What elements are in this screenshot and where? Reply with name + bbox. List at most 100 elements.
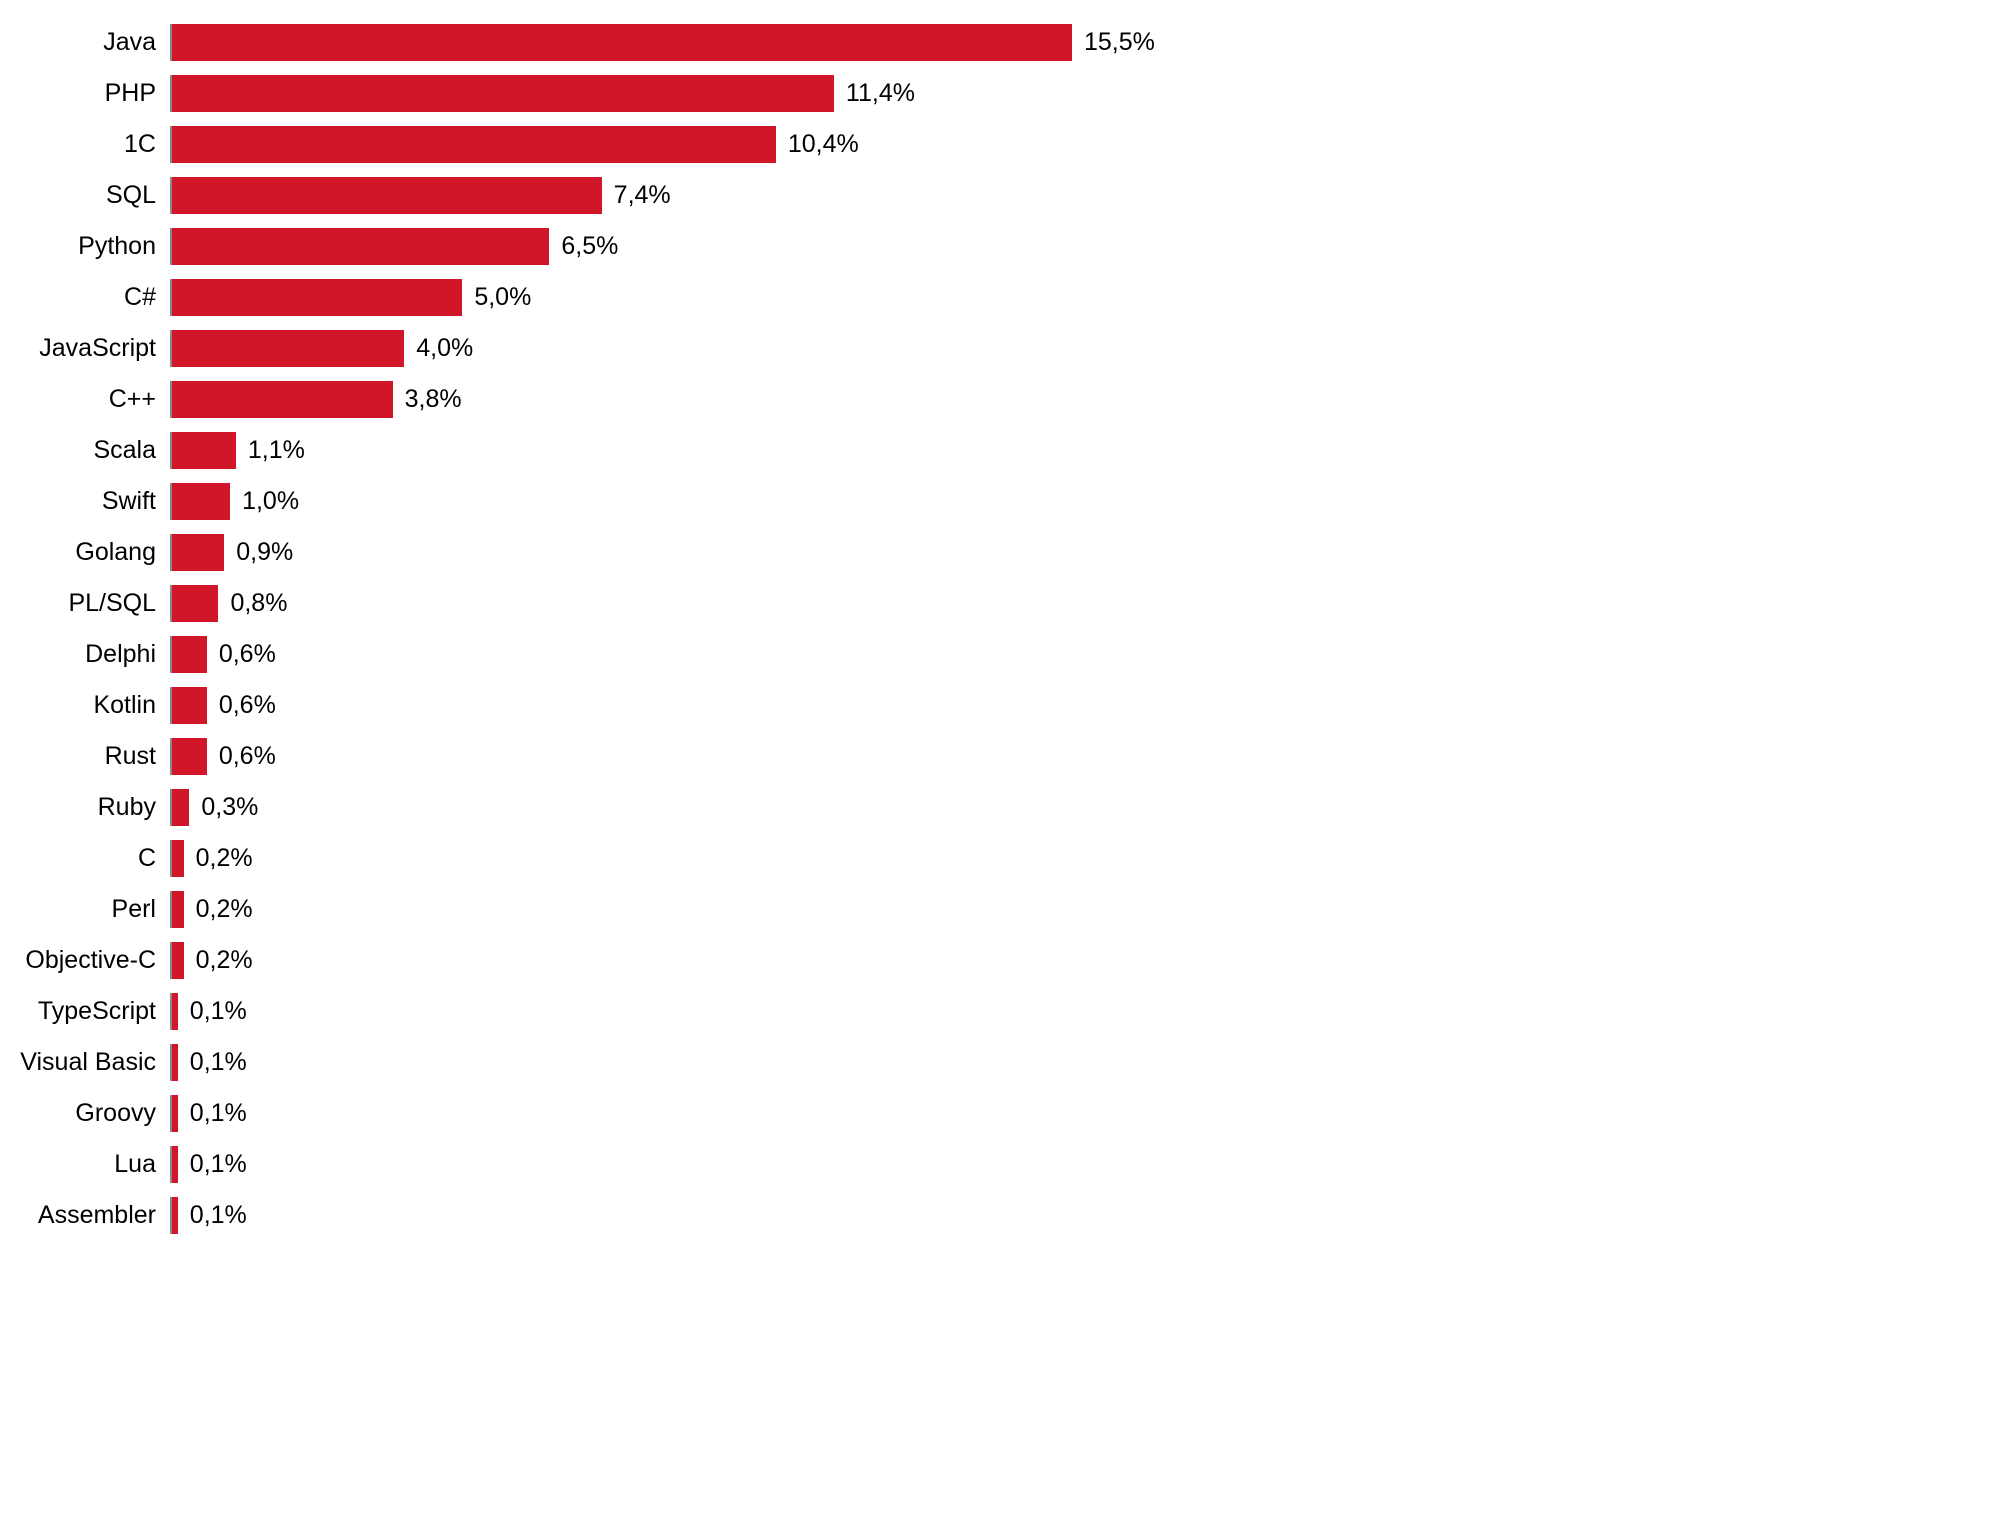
chart-bar [172,534,224,571]
chart-bar [172,483,230,520]
chart-category-label: Java [20,28,170,57]
chart-bar [172,24,1072,61]
chart-bar-cell: 10,4% [170,126,859,163]
chart-row: Swift 1,0% [20,483,1910,520]
chart-bar [172,177,602,214]
chart-value-label: 10,4% [776,130,859,159]
chart-bar-cell: 0,2% [170,942,253,979]
chart-row: Assembler 0,1% [20,1197,1910,1234]
chart-bar [172,126,776,163]
chart-row: Scala1,1% [20,432,1910,469]
chart-value-label: 0,8% [218,589,287,618]
chart-bar [172,381,393,418]
chart-category-label: Ruby [20,793,170,822]
chart-category-label: C [20,844,170,873]
chart-bar-cell: 0,2% [170,891,253,928]
chart-category-label: Lua [20,1150,170,1179]
chart-bar [172,789,189,826]
chart-bar [172,891,184,928]
chart-value-label: 15,5% [1072,28,1155,57]
chart-category-label: TypeScript [20,997,170,1026]
chart-row: C# 5,0% [20,279,1910,316]
chart-value-label: 0,2% [184,895,253,924]
chart-row: SQL7,4% [20,177,1910,214]
chart-category-label: Python [20,232,170,261]
chart-bar-cell: 0,1% [170,1095,247,1132]
chart-value-label: 4,0% [404,334,473,363]
chart-bar-cell: 0,8% [170,585,287,622]
chart-bar [172,330,404,367]
chart-value-label: 6,5% [549,232,618,261]
chart-row: Lua 0,1% [20,1146,1910,1183]
chart-bar-cell: 0,2% [170,840,253,877]
chart-category-label: Kotlin [20,691,170,720]
chart-bar [172,228,549,265]
chart-value-label: 0,1% [178,1048,247,1077]
chart-value-label: 0,9% [224,538,293,567]
chart-value-label: 0,6% [207,742,276,771]
chart-value-label: 0,1% [178,1201,247,1230]
chart-bar-cell: 11,4% [170,75,915,112]
chart-bar-cell: 0,1% [170,993,247,1030]
chart-row: Java 15,5% [20,24,1910,61]
chart-bar-cell: 1,0% [170,483,299,520]
chart-row: Python 6,5% [20,228,1910,265]
chart-category-label: Groovy [20,1099,170,1128]
chart-bar [172,585,218,622]
chart-bar-cell: 0,6% [170,636,276,673]
chart-row: JavaScript 4,0% [20,330,1910,367]
chart-row: Perl 0,2% [20,891,1910,928]
chart-bar-cell: 3,8% [170,381,462,418]
chart-bar-cell: 15,5% [170,24,1155,61]
chart-bar-cell: 0,9% [170,534,293,571]
chart-bar-cell: 0,6% [170,687,276,724]
chart-value-label: 5,0% [462,283,531,312]
chart-bar [172,687,207,724]
bar-chart: Java 15,5% PHP 11,4% 1С 10,4% SQL7,4% Python 6,5… [0,0,2000,1258]
chart-row: Groovy 0,1% [20,1095,1910,1132]
chart-value-label: 0,6% [207,640,276,669]
chart-bar-cell: 6,5% [170,228,618,265]
chart-value-label: 1,0% [230,487,299,516]
chart-bar-cell: 5,0% [170,279,531,316]
chart-row: Objective-C0,2% [20,942,1910,979]
chart-category-label: C# [20,283,170,312]
chart-category-label: Assembler [20,1201,170,1230]
chart-category-label: Rust [20,742,170,771]
chart-row: C 0,2% [20,840,1910,877]
chart-value-label: 0,1% [178,1099,247,1128]
chart-row: TypeScript0,1% [20,993,1910,1030]
chart-category-label: PL/SQL [20,589,170,618]
chart-bar [172,636,207,673]
chart-category-label: PHP [20,79,170,108]
chart-bar-cell: 0,1% [170,1146,247,1183]
chart-bar [172,942,184,979]
chart-bar-cell: 7,4% [170,177,671,214]
chart-bar [172,432,236,469]
chart-bar-cell: 0,6% [170,738,276,775]
chart-value-label: 0,1% [178,1150,247,1179]
chart-bar [172,840,184,877]
chart-category-label: Swift [20,487,170,516]
chart-bar [172,75,834,112]
chart-row: Golang 0,9% [20,534,1910,571]
chart-value-label: 3,8% [393,385,462,414]
chart-category-label: Perl [20,895,170,924]
chart-value-label: 11,4% [834,79,915,108]
chart-category-label: Delphi [20,640,170,669]
chart-row: Kotlin 0,6% [20,687,1910,724]
chart-row: PHP 11,4% [20,75,1910,112]
chart-value-label: 0,2% [184,844,253,873]
chart-category-label: 1С [20,130,170,159]
chart-bar-cell: 4,0% [170,330,473,367]
chart-category-label: Objective-C [20,946,170,975]
chart-category-label: Visual Basic [20,1048,170,1077]
chart-bar-cell: 0,3% [170,789,258,826]
chart-category-label: Golang [20,538,170,567]
chart-row: 1С 10,4% [20,126,1910,163]
chart-value-label: 0,6% [207,691,276,720]
chart-bar [172,279,462,316]
chart-category-label: Scala [20,436,170,465]
chart-category-label: C++ [20,385,170,414]
chart-category-label: JavaScript [20,334,170,363]
